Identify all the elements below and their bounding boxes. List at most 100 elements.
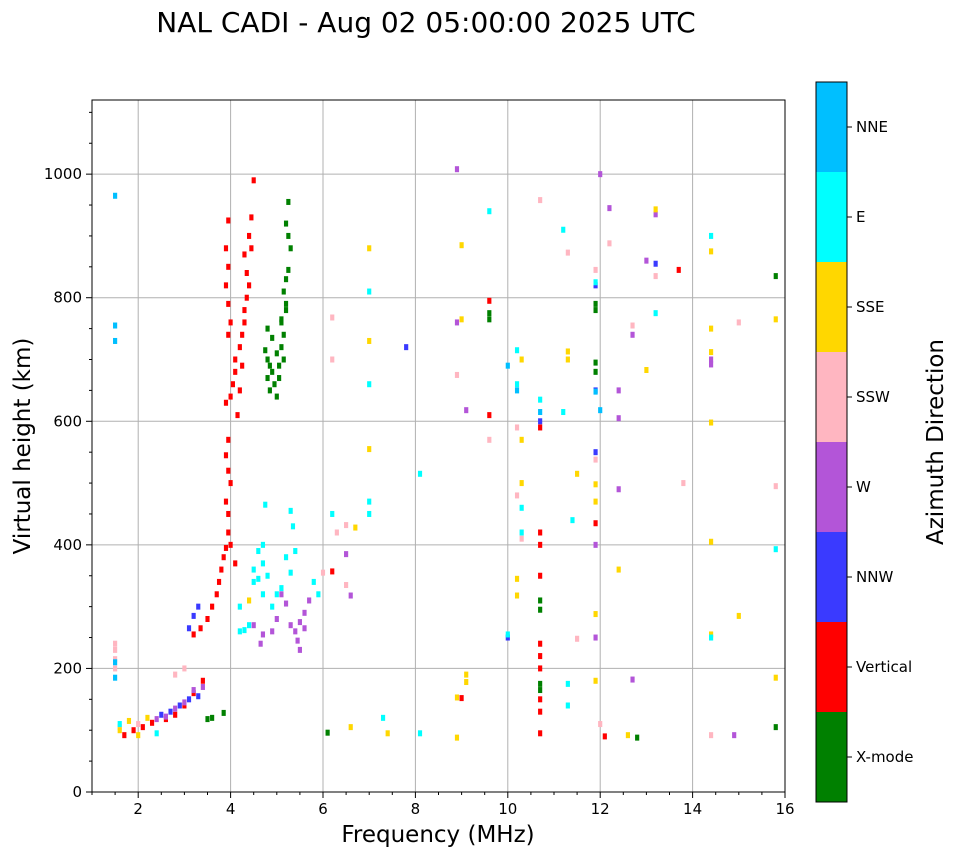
colorbar-segment [816,352,847,442]
data-point [454,694,460,701]
data-point [616,486,621,493]
data-point [454,371,460,378]
data-point [607,205,612,212]
data-point [247,232,252,239]
data-point [538,653,543,660]
data-point [258,640,263,647]
x-axis-ticks: 2 4 6 8 10 12 14 16 [91,792,795,818]
data-point [200,683,205,690]
data-point [154,716,159,723]
data-point [709,361,714,368]
data-point [653,206,658,213]
data-point [233,560,238,567]
data-point [616,415,621,422]
data-point [344,522,349,529]
x-tick-label: 6 [318,800,328,818]
data-point [283,600,289,607]
data-point [265,375,270,382]
data-point [286,232,291,239]
data-point [230,381,235,388]
data-point [709,349,714,356]
data-point [283,554,289,561]
data-point [223,245,229,252]
data-point [709,538,714,545]
data-point [630,331,635,338]
data-point [277,362,282,369]
data-point [565,249,570,256]
data-point [367,446,372,453]
data-point [676,266,681,273]
data-point [538,424,543,431]
data-point [367,245,372,252]
data-point [270,603,275,610]
data-point [325,729,330,736]
data-point [177,702,182,709]
data-point [653,211,658,218]
data-point [191,612,196,619]
y-axis-label: Virtual height (km) [10,338,36,555]
data-point [353,524,358,531]
data-point [519,436,524,443]
data-point [244,294,249,301]
data-point [263,501,268,508]
data-point [265,572,270,579]
data-point [367,510,372,517]
colorbar-segment [816,172,847,262]
data-point [519,356,524,363]
data-point [709,248,714,255]
data-point [348,592,353,599]
data-point [593,498,598,505]
data-point [228,541,233,548]
data-point [145,714,150,721]
series-x-mode [205,198,778,741]
y-tick-label: 1000 [44,165,82,183]
data-point [186,625,192,632]
y-tick-label: 800 [53,289,82,307]
colorbar-tick-label: SSE [856,298,885,316]
data-point [240,331,245,338]
data-point [514,592,520,599]
data-point [279,585,284,592]
data-point [709,232,714,239]
colorbar-segment [816,442,847,532]
data-point [226,436,231,443]
data-point [538,572,543,579]
data-point [223,544,229,551]
data-point [773,273,778,280]
data-point [593,282,598,289]
data-point [242,319,247,326]
data-point [233,356,238,363]
data-point [210,603,215,610]
y-axis-ticks: 0 200 400 600 800 1000 [44,111,92,801]
x-tick-label: 12 [591,800,610,818]
data-point [454,734,460,741]
data-point [538,680,543,687]
data-point [219,566,224,573]
y-tick-label: 200 [53,659,82,677]
data-point [598,171,603,178]
data-point [602,733,607,740]
data-point [653,260,658,267]
x-axis-label: Frequency (MHz) [341,822,534,848]
colorbar-tick-label: NNW [856,568,893,586]
data-point [367,288,372,295]
data-point [593,481,598,488]
x-tick-label: 16 [775,800,794,818]
data-point [297,646,302,653]
data-point [709,419,714,426]
data-point [320,569,326,576]
x-tick-label: 4 [226,800,236,818]
data-point [113,640,118,647]
colorbar-segment [816,82,847,172]
data-point [316,591,321,598]
data-point [113,337,118,344]
colorbar-tick-label: SSW [856,388,890,406]
data-point [223,498,229,505]
grid-lines [92,100,785,792]
data-point [464,671,469,678]
data-point [514,347,520,354]
colorbar-segment [816,532,847,622]
data-point [191,631,196,638]
colorbar-tick-label: NNE [856,118,888,136]
data-point [593,300,598,307]
